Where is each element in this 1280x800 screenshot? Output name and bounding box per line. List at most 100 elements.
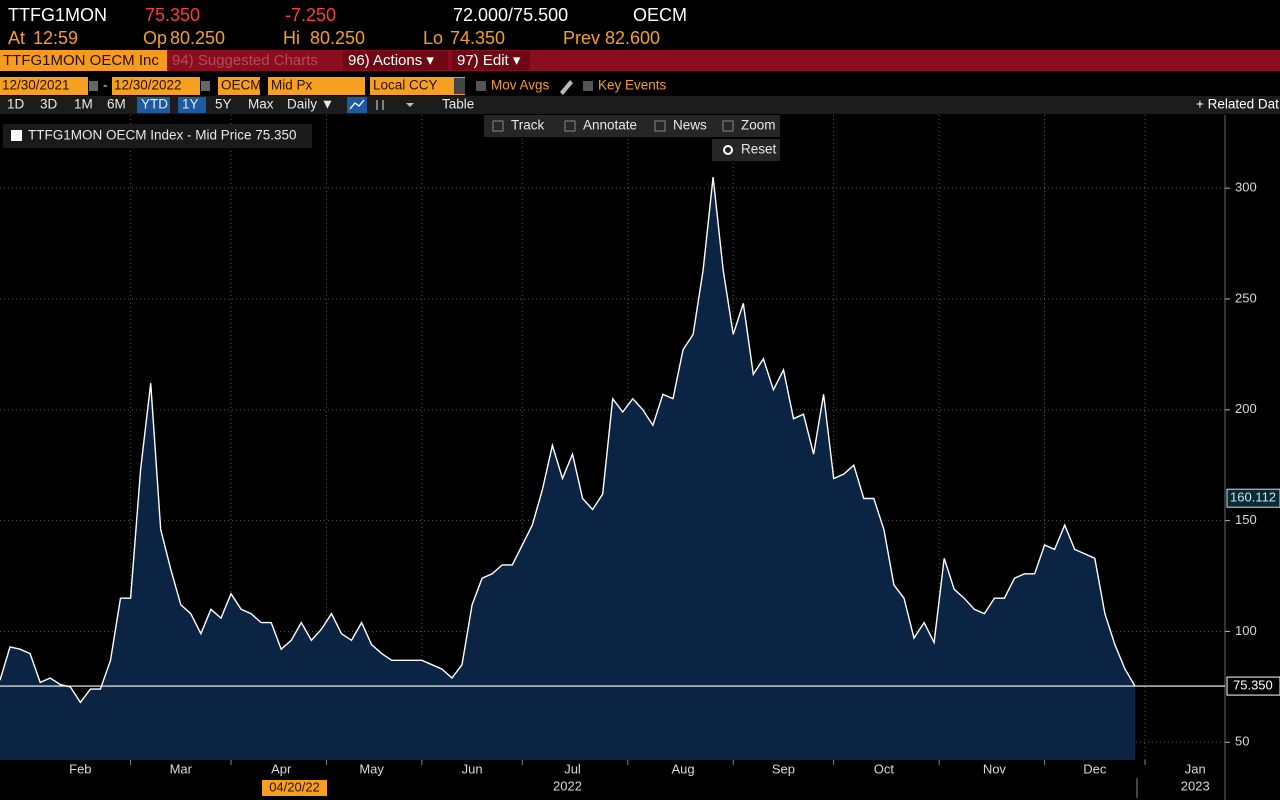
related-data[interactable]: + Related Dat [1196, 97, 1279, 112]
legend-swatch [11, 130, 22, 141]
field-field[interactable] [268, 77, 365, 95]
x-tick-label: Jun [462, 761, 483, 776]
key-events[interactable]: Key Events [598, 78, 667, 93]
legend-box [3, 124, 312, 148]
period-button[interactable]: YTD [141, 97, 168, 112]
actions-text: 96) Actions ▾ [348, 52, 434, 69]
frequency[interactable]: Daily ▼ [287, 97, 334, 112]
tool-button[interactable]: Track [511, 118, 544, 133]
crosshair-date: 04/20/22 [269, 779, 320, 794]
checkbox[interactable] [476, 81, 486, 91]
tool-icon [492, 120, 504, 132]
currency-field[interactable] [370, 77, 465, 95]
edit-button[interactable] [452, 51, 530, 70]
reset-icon [723, 145, 733, 155]
y-tick-label: 200 [1235, 401, 1257, 416]
suggested-charts[interactable]: 94) Suggested Charts [172, 52, 318, 69]
price-line [0, 177, 1136, 704]
x-tick-label: Aug [671, 761, 694, 776]
tool-button[interactable]: Annotate [583, 118, 637, 133]
time-label: At [8, 28, 25, 48]
x-tick-label: May [359, 761, 384, 776]
period-highlight [137, 97, 170, 113]
tool-button[interactable]: Zoom [741, 118, 776, 133]
last-price: 75.350 [145, 5, 200, 25]
tool-icon [722, 120, 734, 132]
period-highlight [178, 97, 206, 113]
low: 74.350 [450, 28, 505, 48]
tool-button[interactable]: News [673, 118, 707, 133]
tool-icon [564, 120, 576, 132]
tool-icon [654, 120, 666, 132]
dropdown-arrow[interactable] [406, 103, 414, 107]
period-button[interactable]: Max [248, 97, 274, 112]
open-label: Op [143, 28, 167, 48]
legend-label: TTFG1MON OECM Index - Mid Price 75.350 [28, 128, 297, 143]
high: 80.250 [310, 28, 365, 48]
open: 80.250 [170, 28, 225, 48]
mov-avgs[interactable]: Mov Avgs [491, 78, 550, 93]
x-tick-label: Jan [1185, 761, 1206, 776]
area-fill [0, 177, 1135, 761]
high-label: Hi [283, 28, 300, 48]
x-tick-label: Sep [772, 761, 795, 776]
chart-toolbar [484, 115, 780, 137]
security-field[interactable] [0, 50, 167, 71]
crosshair-label: 160.112 [1230, 490, 1276, 505]
x-tick-label: Nov [983, 761, 1007, 776]
start-date-field[interactable] [0, 77, 88, 95]
bar-icon[interactable] [376, 100, 384, 110]
last-price-label: 75.350 [1233, 678, 1273, 693]
y-tick-label: 50 [1235, 734, 1249, 749]
reset-text: Reset [741, 142, 777, 157]
year-label: 2022 [553, 778, 582, 793]
period-button[interactable]: 1M [74, 97, 93, 112]
calendar-icon[interactable] [201, 81, 210, 91]
pricing-source: OECM [633, 5, 687, 25]
last-price-tag [1226, 676, 1280, 696]
x-tick-label: Jul [564, 761, 581, 776]
actions-button[interactable] [343, 51, 448, 70]
field: Mid Px [271, 78, 313, 93]
time: 12:59 [33, 28, 78, 48]
period-button[interactable]: 1D [7, 97, 25, 112]
end-date-field[interactable] [112, 77, 200, 95]
menu-bar [0, 50, 1280, 71]
source: OECM [221, 78, 262, 93]
x-tick-label: Feb [69, 761, 91, 776]
security-text: TTFG1MON OECM Inc [3, 52, 159, 69]
y-tick-label: 100 [1235, 623, 1257, 638]
pencil-icon[interactable] [560, 80, 573, 95]
table-button[interactable]: Table [442, 97, 474, 112]
bid-ask: 72.000/75.500 [453, 5, 568, 25]
calendar-icon[interactable] [89, 81, 98, 91]
checkbox[interactable] [583, 81, 593, 91]
prev-label: Prev [563, 28, 600, 48]
y-tick-label: 300 [1235, 180, 1257, 195]
period-button[interactable]: 1Y [182, 97, 199, 112]
edit-text: 97) Edit ▾ [457, 52, 521, 69]
crosshair-date-box [262, 780, 327, 796]
x-tick-label: Apr [271, 761, 292, 776]
y-tick-label: 250 [1235, 290, 1257, 305]
currency: Local CCY [373, 78, 438, 93]
end-date: 12/30/2022 [114, 78, 182, 93]
chart-type-icon [349, 99, 365, 110]
date-separator: - [103, 78, 108, 93]
year-label: 2023 [1181, 778, 1210, 793]
prev: 82.600 [605, 28, 660, 48]
x-tick-label: Dec [1083, 761, 1107, 776]
dropdown-arrow[interactable] [454, 78, 465, 94]
period-bar [0, 96, 1280, 114]
start-date: 12/30/2021 [2, 78, 70, 93]
low-label: Lo [423, 28, 443, 48]
period-button[interactable]: 5Y [215, 97, 232, 112]
x-tick-label: Mar [170, 761, 193, 776]
period-button[interactable]: 6M [107, 97, 126, 112]
x-tick-label: Oct [874, 761, 895, 776]
period-button[interactable]: 3D [40, 97, 58, 112]
crosshair-tag [1226, 488, 1280, 508]
source-field[interactable] [218, 77, 260, 95]
reset-button[interactable] [712, 139, 780, 161]
